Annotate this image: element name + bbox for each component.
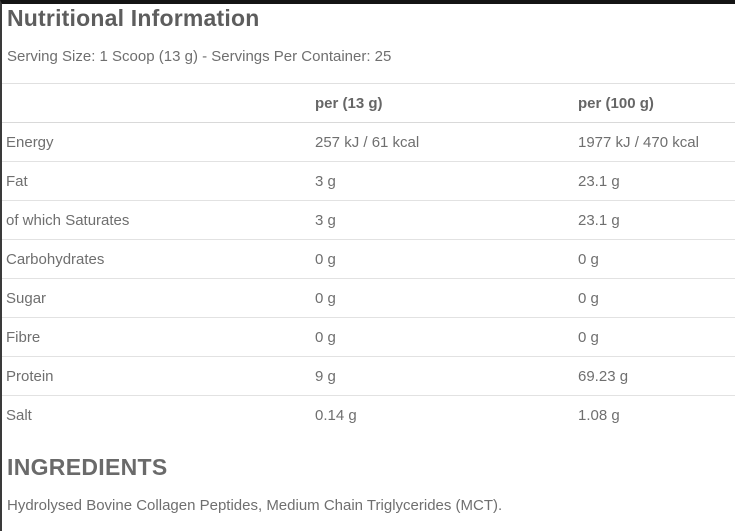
table-row: Carbohydrates 0 g 0 g xyxy=(2,239,735,279)
header-section: Nutritional Information Serving Size: 1 … xyxy=(2,4,735,66)
page-title: Nutritional Information xyxy=(7,5,260,31)
value-per-serving: 0 g xyxy=(315,278,578,318)
nutrient-label: of which Saturates xyxy=(2,200,315,240)
serving-size-info: Serving Size: 1 Scoop (13 g) - Servings … xyxy=(7,48,392,65)
nutrient-label: Fat xyxy=(2,161,315,201)
column-header-per-serving: per (13 g) xyxy=(315,83,578,123)
nutrient-label: Salt xyxy=(6,406,32,424)
value-per-serving: 0 g xyxy=(315,239,578,279)
column-header-per-100g: per (100 g) xyxy=(578,83,735,123)
value-per-100g: 1.08 g xyxy=(578,406,620,424)
value-per-serving: 9 g xyxy=(315,356,578,396)
table-row: of which Saturates 3 g 23.1 g xyxy=(2,200,735,240)
value-per-100g: 23.1 g xyxy=(578,200,735,240)
value-per-100g: 1977 kJ / 470 kcal xyxy=(578,122,735,162)
nutrition-table: per (13 g) per (100 g) Energy 257 kJ / 6… xyxy=(2,83,735,434)
value-per-serving: 3 g xyxy=(315,200,578,240)
nutrient-label: Fibre xyxy=(2,317,315,357)
ingredients-section: INGREDIENTS Hydrolysed Bovine Collagen P… xyxy=(2,454,735,515)
value-per-100g: 23.1 g xyxy=(578,161,735,201)
nutrient-label: Energy xyxy=(2,122,315,162)
value-per-100g: 0 g xyxy=(578,239,735,279)
value-per-serving: 0 g xyxy=(315,317,578,357)
value-per-100g: 0 g xyxy=(578,317,735,357)
table-row: Sugar 0 g 0 g xyxy=(2,278,735,318)
value-per-100g: 0 g xyxy=(578,278,735,318)
value-per-serving: 0.14 g xyxy=(315,406,357,424)
nutrient-label: Sugar xyxy=(2,278,315,318)
ingredients-text: Hydrolysed Bovine Collagen Peptides, Med… xyxy=(7,497,503,514)
value-per-100g: 69.23 g xyxy=(578,356,735,396)
column-header-nutrient xyxy=(2,83,315,123)
value-per-serving: 3 g xyxy=(315,161,578,201)
table-header-row: per (13 g) per (100 g) xyxy=(2,83,735,123)
ingredients-heading: INGREDIENTS xyxy=(7,454,168,480)
table-row: Energy 257 kJ / 61 kcal 1977 kJ / 470 kc… xyxy=(2,122,735,162)
value-per-serving: 257 kJ / 61 kcal xyxy=(315,122,578,162)
nutrient-label: Carbohydrates xyxy=(2,239,315,279)
table-row: Fibre 0 g 0 g xyxy=(2,317,735,357)
nutrient-label: Protein xyxy=(2,356,315,396)
table-row: Salt 0.14 g 1.08 g xyxy=(2,396,735,435)
table-row: Fat 3 g 23.1 g xyxy=(2,161,735,201)
table-row: Protein 9 g 69.23 g xyxy=(2,356,735,396)
